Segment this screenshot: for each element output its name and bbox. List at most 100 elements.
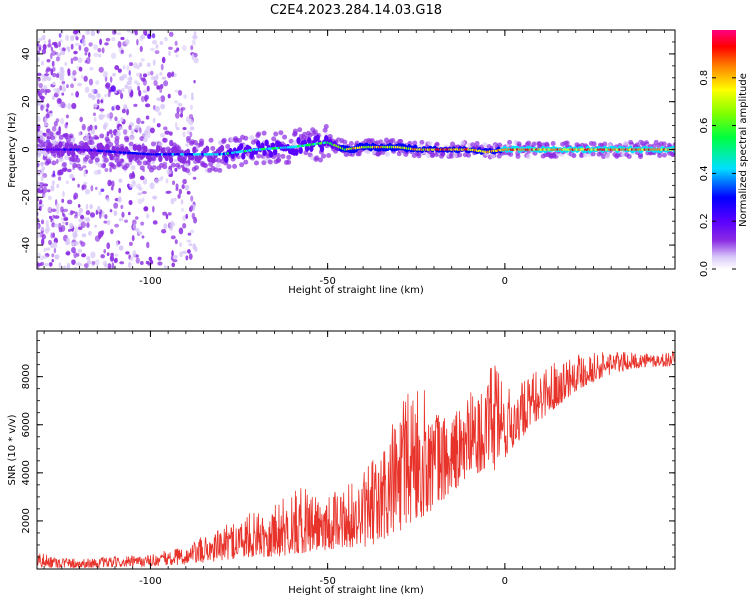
spectrogram-noise-cell [92,125,95,132]
spectrogram-halo-cell [591,141,597,147]
spectrogram-noise-cell [115,240,119,247]
snr-y-ticks: 2000 4000 6000 8000 [21,340,675,558]
colorbar-tick-label: 0.2 [699,213,710,229]
spectrogram-ridge-cell [238,143,244,151]
spectrogram-noise-cell [49,110,53,114]
snr-plot-area [37,331,675,569]
spectrogram-halo-cell [51,160,57,166]
spectrogram-noise-cell [144,103,151,108]
spectrogram-ridge-cell [181,156,186,164]
spectrogram-halo-cell [232,163,238,169]
spectrogram-halo-cell [48,131,54,137]
spectrogram-noise-cell [111,37,116,42]
spectrogram-noise-cell [44,263,50,267]
spectrogram-noise-cell [87,52,91,58]
spectrogram-noise-cell [134,80,138,85]
spectrogram-halo-cell [452,152,458,158]
spectrogram-noise-cell [182,223,187,229]
spectrogram-noise-cell [46,189,51,193]
spectrogram-noise-cell [146,85,150,92]
spectrogram-noise-cell [37,233,41,239]
spectrogram-noise-cell [70,43,74,50]
spectrogram-halo-cell [375,151,381,157]
spectrogram-noise-cell [61,80,66,85]
spectrogram-noise-cell [70,35,75,42]
spectrogram-noise-cell [41,234,46,240]
spectrogram-halo-cell [440,151,446,157]
colorbar-tick-label: 0.4 [699,165,710,181]
spectrogram-noise-cell [128,70,131,76]
spectrogram-halo-cell [61,162,67,168]
spectrogram-halo-cell [193,165,199,171]
spectrogram-halo-cell [250,139,256,145]
spectrogram-noise-cell [106,242,111,250]
spectrogram-halo-cell [398,139,404,145]
spectrogram-noise-cell [85,217,91,223]
spectrogram-noise-cell [107,91,111,98]
spectrogram-noise-cell [137,85,140,91]
spectrogram-noise-cell [37,263,42,267]
spectrogram-noise-cell [103,249,107,254]
spectrogram-noise-cell [42,183,49,187]
spectrogram-noise-cell [168,31,174,37]
spectrogram-noise-cell [185,255,189,261]
spectrogram-noise-cell [37,252,41,257]
spectrogram-ridge-cell [211,156,216,164]
spectrogram-halo-cell [142,137,148,143]
spectrogram-noise-cell [114,253,119,257]
spectrogram-noise-cell [147,71,151,77]
spectrogram-noise-cell [74,42,80,47]
spectrogram-noise-cell [71,259,76,265]
spectrogram-noise-cell [131,170,135,178]
spectrogram-noise-cell [37,181,40,186]
snr-y-tick-label: 6000 [21,412,32,437]
spectrogram-ridge-cell [70,150,76,158]
spectrogram-noise-cell [61,198,65,203]
spectrogram-halo-cell [604,154,610,160]
spectrogram-halo-cell [674,144,675,147]
spectrogram-noise-cell [99,212,102,219]
spectrogram-noise-cell [38,255,44,261]
spectrogram-noise-cell [193,79,196,84]
spectrogram-noise-cell [81,165,87,169]
spectrogram-halo-cell [88,136,94,142]
spectrogram-noise-cell [136,117,141,125]
spectrogram-noise-cell [188,172,192,176]
spectrogram-halo-cell [544,142,550,148]
spectrogram-halo-cell [429,153,435,159]
spectrogram-halo-cell [261,130,267,136]
snr-x-tick-label: 0 [502,576,508,587]
spectrogram-noise-cell [53,223,60,228]
spectrogram-noise-cell [104,42,109,46]
spectrogram-noise-cell [170,197,175,205]
spectrogram-noise-cell [182,250,187,254]
spectrogram-noise-cell [179,242,183,247]
spectrogram-noise-cell [59,39,64,43]
spectrogram-halo-cell [243,159,249,165]
spectrogram-noise-cell [180,107,184,114]
spectrogram-noise-cell [86,256,91,261]
spectrogram-noise-cell [63,265,67,269]
spectrogram-halo-cell [58,157,64,163]
spectrogram-halo-cell [286,159,292,165]
spectrogram-noise-cell [183,94,187,99]
spectrogram-noise-cell [172,259,178,263]
spectrogram-noise-cell [37,153,41,158]
spectrogram-halo-cell [571,153,577,159]
spectrogram-noise-cell [58,33,62,38]
spectrogram-y-ticks: -40 -20 0 20 40 [21,41,675,258]
spectrogram-noise-cell [169,225,174,232]
spectrogram-noise-cell [53,247,57,254]
spectrogram-noise-cell [39,88,45,94]
spectrogram-noise-cell [150,70,154,76]
spectrogram-noise-cell [105,37,111,42]
spectrogram-noise-cell [140,120,145,124]
spectrogram-noise-cell [117,32,122,36]
spectrogram-noise-cell [51,95,56,101]
spectrogram-ridge-cell [158,155,163,163]
spectrogram-noise-cell [122,129,128,135]
spectrogram-halo-cell [210,145,216,151]
spectrogram-noise-cell [43,40,47,44]
spectrogram-halo-cell [297,127,303,133]
spectrogram-noise-cell [142,89,148,94]
